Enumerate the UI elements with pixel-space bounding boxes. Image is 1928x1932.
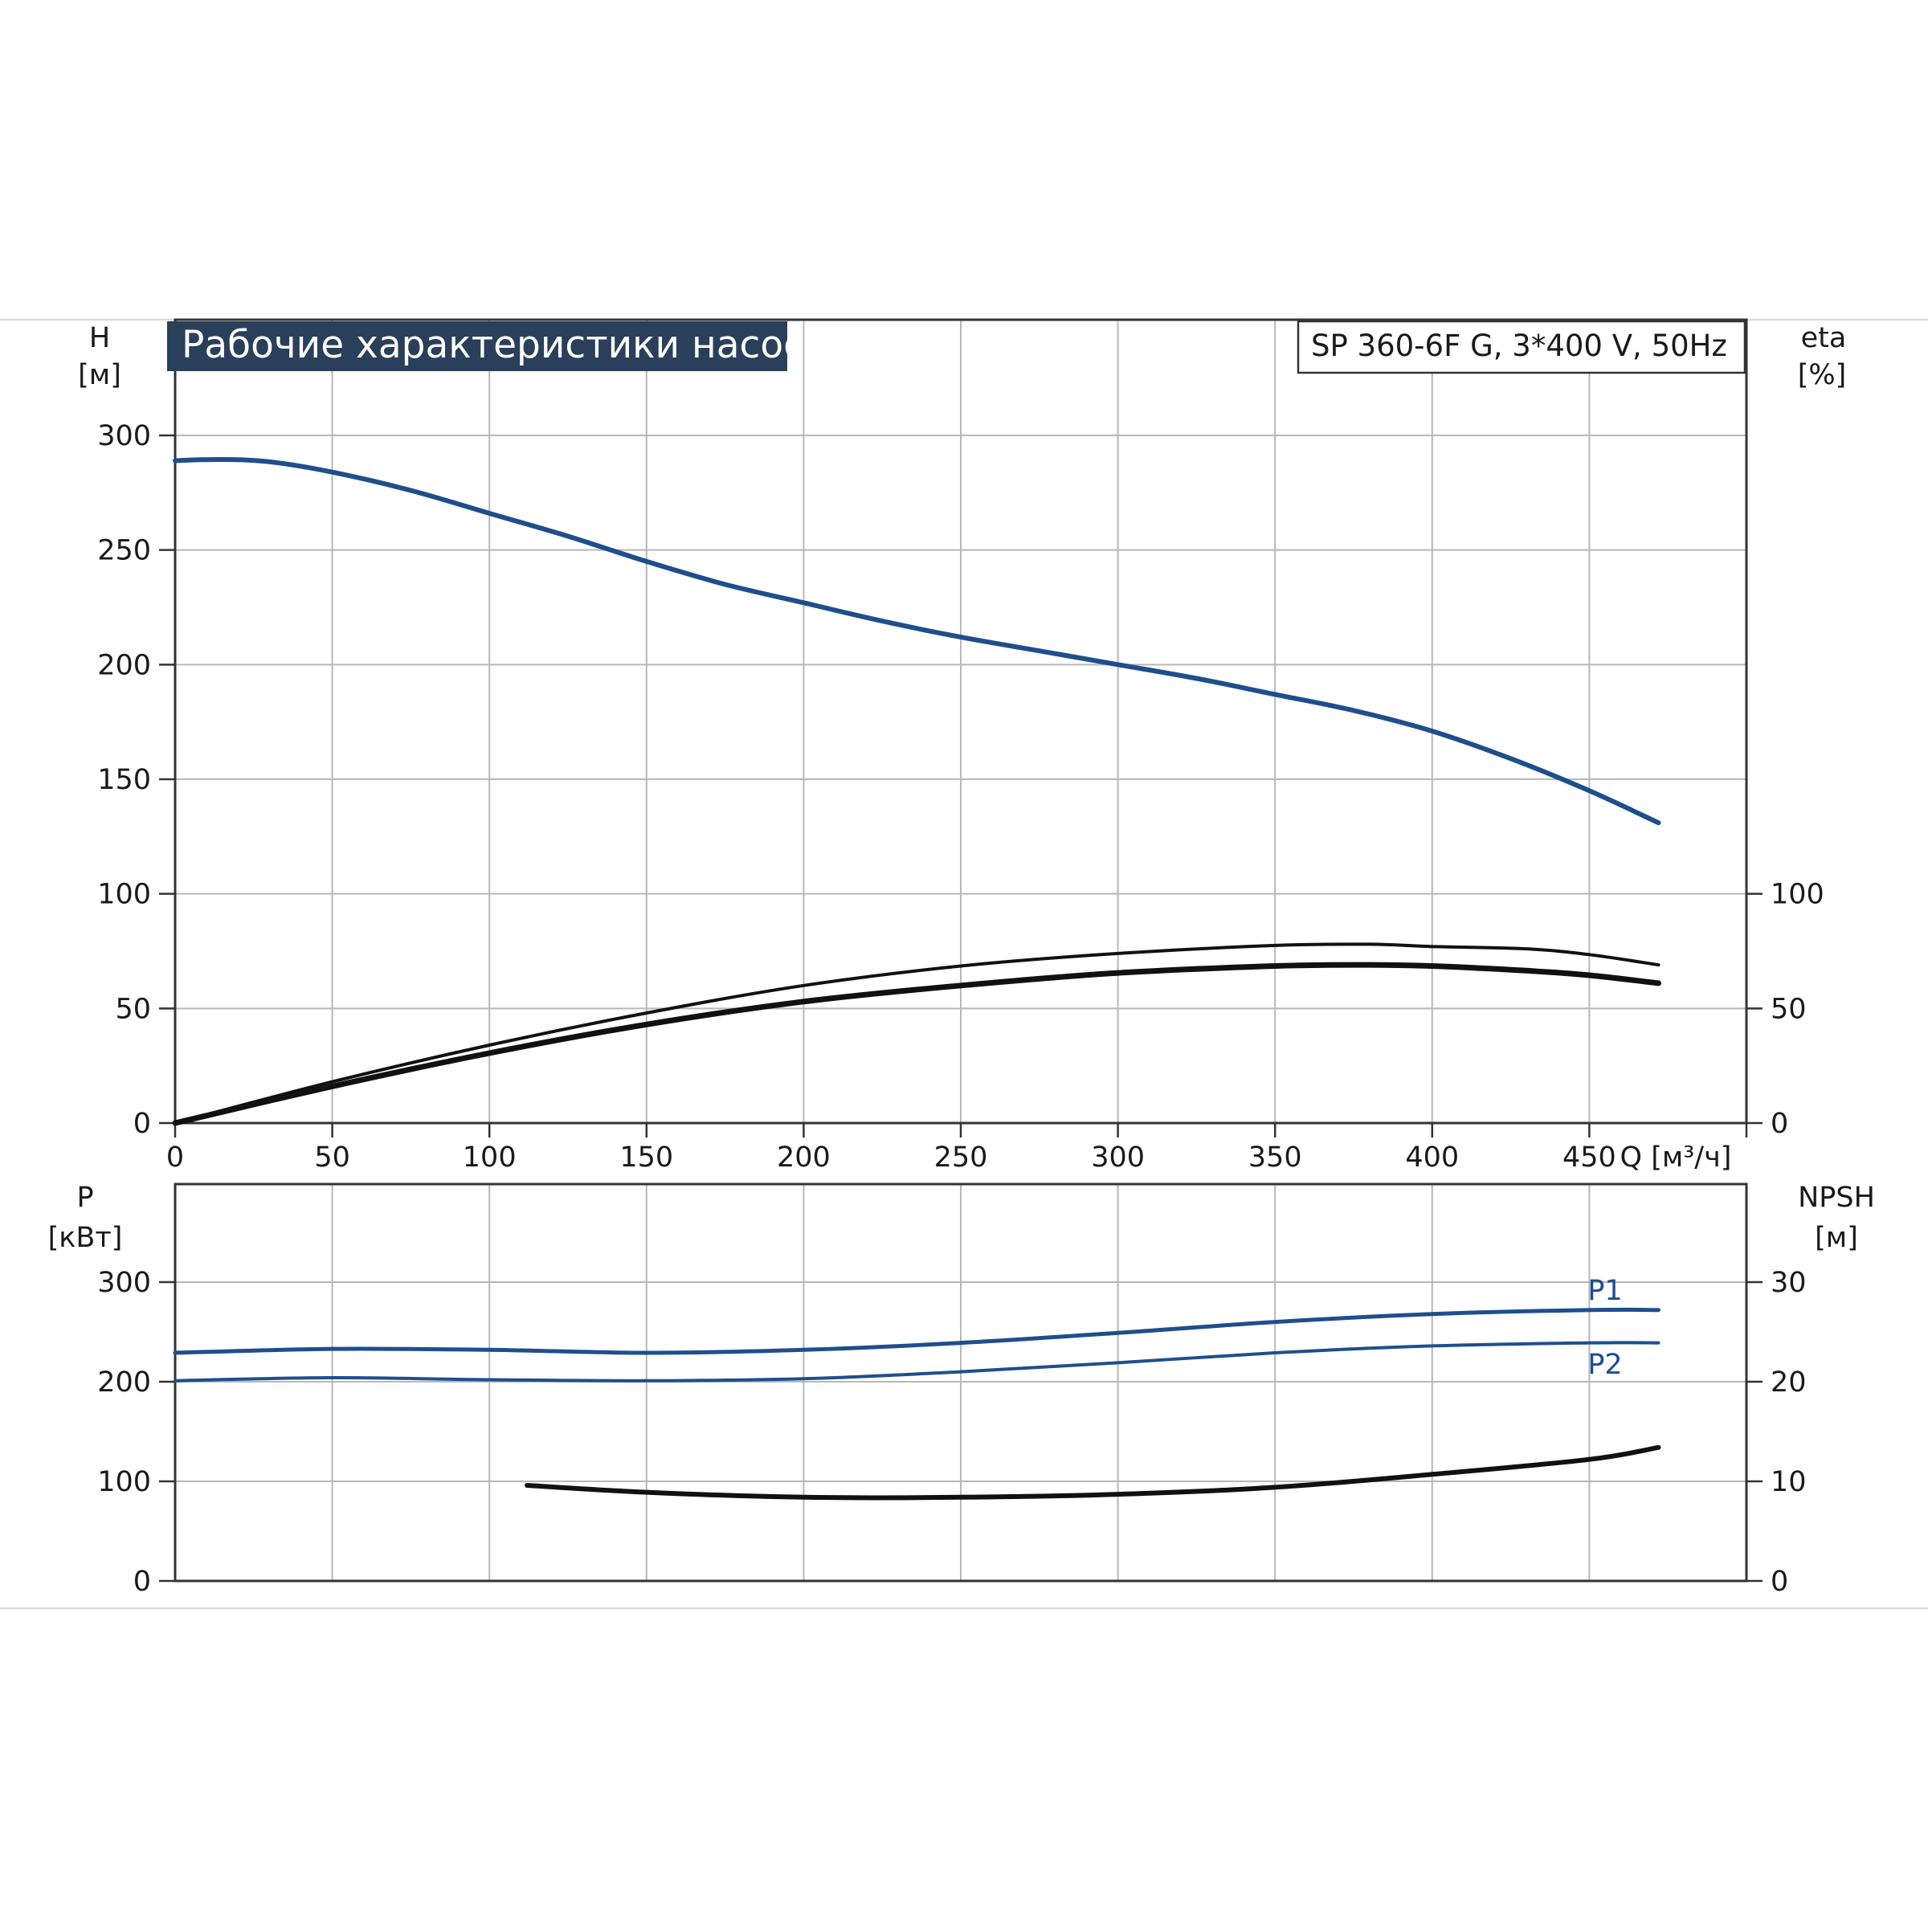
lower-y-left-tick-label: 0 <box>133 1566 151 1598</box>
title-box <box>167 321 787 371</box>
upper-y-left-tick-label: 200 <box>97 649 151 681</box>
upper-y-left-tick-label: 300 <box>97 420 151 452</box>
upper-y-right-tick-label: 0 <box>1771 1108 1788 1140</box>
x-axis-label: Q [м³/ч] <box>1620 1142 1732 1174</box>
lower-y-right-label-1: NPSH <box>1798 1182 1875 1214</box>
upper-y-right-tick-label: 100 <box>1771 879 1824 911</box>
curve-p1 <box>173 1307 1660 1355</box>
lower-y-left-tick-label: 100 <box>97 1466 151 1498</box>
x-tick-label: 200 <box>777 1142 831 1174</box>
x-tick-label: 100 <box>463 1142 517 1174</box>
x-tick-label: 50 <box>314 1142 350 1174</box>
upper-y-right-label-1: eta <box>1801 322 1847 354</box>
lower-grid <box>175 1184 1746 1581</box>
curve-eta-lower <box>172 962 1661 1126</box>
x-tick-label: 350 <box>1248 1142 1302 1174</box>
model-label: SP 360-6F G, 3*400 V, 50Hz <box>1311 329 1727 363</box>
x-tick-label: 300 <box>1091 1142 1145 1174</box>
curve-npsh <box>525 1444 1661 1501</box>
curves <box>172 456 1661 1501</box>
x-tick-label: 250 <box>934 1142 988 1174</box>
lower-y-right-tick-label: 20 <box>1771 1366 1807 1399</box>
curve-eta-upper <box>174 942 1660 1125</box>
x-tick-label: 400 <box>1405 1142 1459 1174</box>
upper-y-left-label-1: H <box>89 322 110 354</box>
x-tick-label: 150 <box>619 1142 673 1174</box>
series-label-p2: P2 <box>1587 1349 1622 1381</box>
lower-y-right-tick-label: 10 <box>1771 1466 1807 1498</box>
series-label-p1: P1 <box>1587 1275 1622 1307</box>
upper-tick-labels: 0 50 100 150 200 250 300 0 50 100 0 50 100 150 200 250 3… <box>97 420 1824 1174</box>
model-label-box <box>1297 320 1746 374</box>
upper-y-left-tick-label: 50 <box>115 993 151 1025</box>
upper-y-left-tick-label: 100 <box>97 879 151 911</box>
upper-y-left-tick-label: 0 <box>133 1108 151 1140</box>
upper-y-right-label-2: [%] <box>1798 359 1847 391</box>
upper-y-left-tick-label: 150 <box>97 764 151 796</box>
curve-h <box>173 456 1661 826</box>
x-tick-label: 450 <box>1562 1142 1616 1174</box>
lower-y-left-tick-label: 300 <box>97 1267 151 1299</box>
lower-y-left-label-1: P <box>76 1182 93 1214</box>
curve-p2 <box>174 1341 1660 1383</box>
x-tick-label: 0 <box>166 1142 184 1174</box>
chart-title: Рабочие характеристики насоса <box>182 323 827 367</box>
lower-y-right-tick-label: 30 <box>1771 1267 1807 1299</box>
upper-y-left-tick-label: 250 <box>97 535 151 567</box>
upper-y-right-tick-label: 50 <box>1771 993 1807 1025</box>
lower-y-right-label-2: [м] <box>1815 1222 1858 1254</box>
upper-grid <box>175 320 1746 1123</box>
lower-y-left-label-2: [кВт] <box>48 1222 123 1254</box>
lower-y-left-tick-label: 200 <box>97 1366 151 1399</box>
lower-tick-labels: 0 100 200 300 0 10 20 30 <box>97 1267 1806 1598</box>
upper-y-left-label-2: [м] <box>78 359 121 391</box>
lower-y-right-tick-label: 0 <box>1771 1566 1788 1598</box>
